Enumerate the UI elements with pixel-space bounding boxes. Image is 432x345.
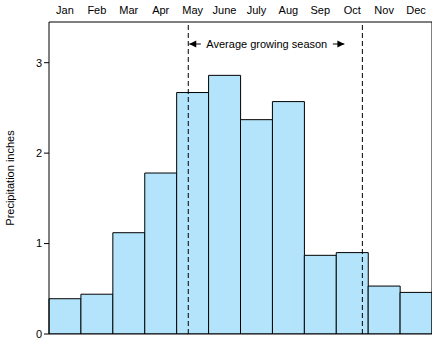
svg-text:Oct: Oct (344, 4, 361, 16)
svg-text:May: May (182, 4, 203, 16)
svg-text:Apr: Apr (152, 4, 169, 16)
svg-text:Dec: Dec (406, 4, 424, 16)
svg-text:Feb: Feb (87, 4, 106, 16)
svg-text:3: 3 (36, 57, 42, 69)
svg-text:Nov: Nov (374, 4, 394, 16)
svg-text:Precipitation inches: Precipitation inches (8, 130, 16, 226)
svg-text:Sep: Sep (311, 4, 331, 16)
svg-text:0: 0 (36, 328, 42, 340)
svg-text:2: 2 (36, 147, 42, 159)
svg-text:Jan: Jan (56, 4, 74, 16)
svg-text:Aug: Aug (279, 4, 299, 16)
svg-text:June: June (213, 4, 237, 16)
svg-text:Mar: Mar (119, 4, 138, 16)
svg-text:Average growing season: Average growing season (206, 38, 327, 50)
svg-text:July: July (247, 4, 267, 16)
svg-text:1: 1 (36, 237, 42, 249)
